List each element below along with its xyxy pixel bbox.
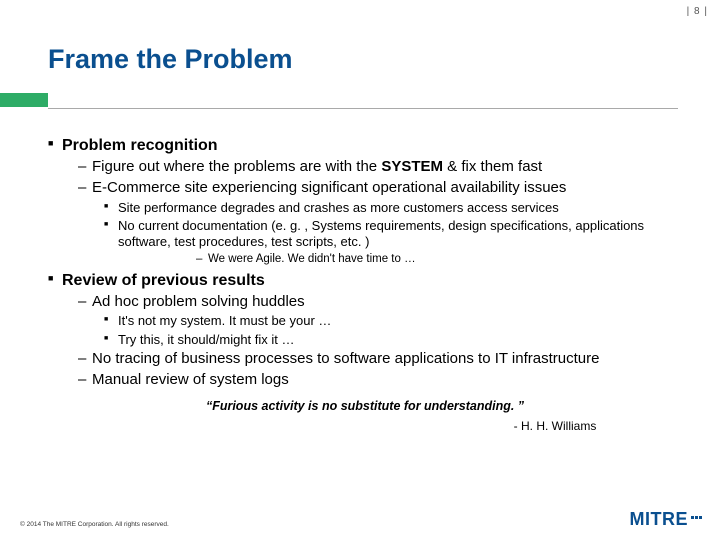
text-post: & fix them fast [443, 158, 542, 175]
text-pre: Figure out where the problems are with t… [92, 158, 381, 175]
bullet-l3: No current documentation (e. g. , System… [48, 218, 682, 251]
bullet-l3: It's not my system. It must be your … [48, 313, 682, 329]
bullet-l3: Site performance degrades and crashes as… [48, 200, 682, 216]
bullet-l2: Figure out where the problems are with t… [48, 158, 682, 177]
quote-text: “Furious activity is no substitute for u… [48, 399, 682, 415]
bullet-l3: Try this, it should/might fix it … [48, 332, 682, 348]
page-number: | 8 | [687, 6, 708, 17]
text-bold: SYSTEM [381, 158, 443, 175]
logo-blocks-icon [690, 503, 702, 524]
bullet-l2: Manual review of system logs [48, 371, 682, 390]
logo-text: MITRE [630, 509, 689, 529]
bullet-l1: Review of previous results [48, 271, 682, 291]
accent-bar [0, 93, 48, 107]
bullet-l1: Problem recognition [48, 136, 682, 156]
quote-attribution: - H. H. Williams [48, 419, 682, 434]
bullet-l2: No tracing of business processes to soft… [48, 350, 682, 369]
bullet-l4: We were Agile. We didn't have time to … [48, 252, 682, 266]
bullet-l2: Ad hoc problem solving huddles [48, 293, 682, 312]
slide-title: Frame the Problem [48, 44, 293, 75]
bullet-l2: E-Commerce site experiencing significant… [48, 179, 682, 198]
slide: | 8 | Frame the Problem Problem recognit… [0, 0, 720, 540]
copyright-text: © 2014 The MITRE Corporation. All rights… [20, 521, 169, 528]
title-rule [48, 108, 678, 109]
mitre-logo: MITRE [630, 503, 703, 530]
content-body: Problem recognition Figure out where the… [48, 132, 682, 434]
